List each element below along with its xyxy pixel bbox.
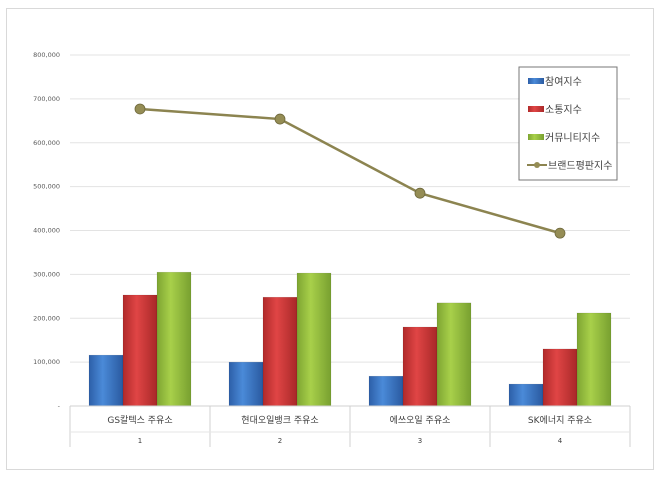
bar-3-3 [436, 302, 472, 407]
bar-2-1 [122, 294, 158, 407]
bar-1-3 [368, 375, 404, 407]
bar-2-3 [402, 326, 438, 407]
bar-3-4 [576, 312, 612, 407]
y-tick-label: 200,000 [33, 314, 60, 322]
y-tick-label: 600,000 [33, 139, 60, 147]
legend-swatch-3 [528, 134, 544, 140]
line-point-2 [274, 113, 286, 125]
y-tick-label: 100,000 [33, 358, 60, 366]
bar-3-2 [296, 272, 332, 407]
bar-3-1 [156, 271, 192, 407]
bar-1-1 [88, 354, 124, 407]
y-tick-label: 800,000 [33, 51, 60, 59]
legend-label: 소통지수 [545, 104, 582, 116]
y-tick-label: 700,000 [33, 95, 60, 103]
x-category-index: 3 [418, 437, 422, 445]
x-category-index: 2 [278, 437, 282, 445]
line-point-3 [414, 187, 426, 199]
x-category-index: 4 [558, 437, 563, 445]
bar-1-2 [228, 361, 264, 407]
line-point-4 [554, 227, 566, 239]
bar-2-2 [262, 296, 298, 407]
chart-frame [6, 8, 654, 470]
x-category-label: 에쓰오일 주유소 [390, 415, 451, 426]
legend-label: 커뮤니티지수 [545, 132, 600, 144]
bar-2-4 [542, 348, 578, 407]
y-tick-label: 500,000 [33, 183, 60, 191]
legend-marker [534, 162, 540, 168]
line-series [139, 107, 561, 235]
x-category-label: 현대오일뱅크 주유소 [241, 415, 318, 426]
y-tick-label: 400,000 [33, 227, 60, 235]
y-tick-label: - [58, 402, 61, 410]
legend-swatch-2 [528, 106, 544, 112]
x-category-label: GS칼텍스 주유소 [107, 415, 172, 426]
y-tick-label: 300,000 [33, 270, 60, 278]
x-category-label: SK에너지 주유소 [528, 415, 592, 426]
legend-label: 참여지수 [545, 76, 582, 88]
legend-label: 브랜드평판지수 [548, 160, 612, 172]
line-point-1 [134, 103, 146, 115]
bar-1-4 [508, 383, 544, 407]
legend-swatch-1 [528, 78, 544, 84]
x-category-index: 1 [138, 437, 142, 445]
